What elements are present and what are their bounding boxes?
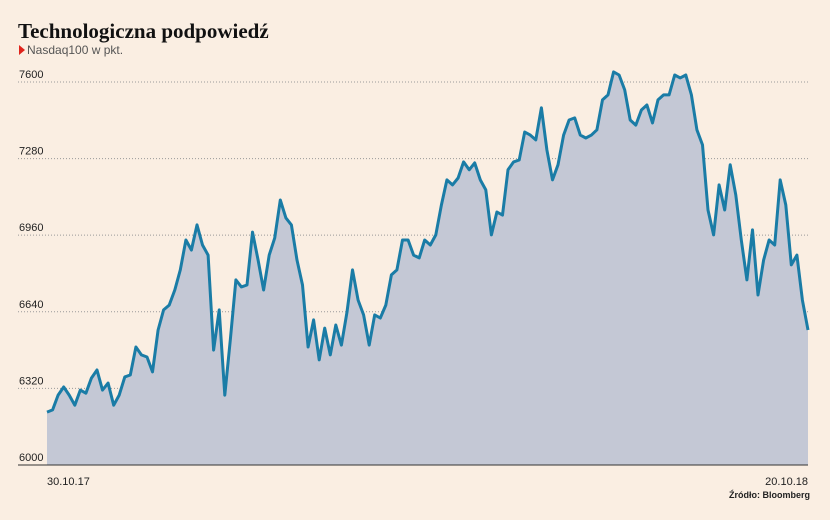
y-tick-label: 7280 [19, 146, 43, 158]
source: Źródło: Bloomberg [729, 490, 810, 500]
area [47, 71, 808, 466]
line [46, 70, 810, 414]
y-tick-label: 6960 [19, 222, 43, 234]
chart-title: Technologiczna podpowiedź [18, 19, 269, 43]
y-tick-label: 6000 [19, 452, 43, 464]
subtitle-marker [19, 45, 25, 55]
x-tick-label: 20.10.18 [765, 476, 808, 488]
y-tick-label: 7600 [19, 69, 43, 81]
x-tick-label: 30.10.17 [47, 476, 90, 488]
plot [18, 70, 810, 466]
chart-subtitle: Nasdaq100 w pkt. [27, 43, 123, 57]
y-tick-label: 6640 [19, 299, 43, 311]
labels: 6000 6320 6640 6960 7280 7600 30.10.17 20.10.18 [19, 69, 808, 488]
y-tick-label: 6320 [19, 375, 43, 387]
